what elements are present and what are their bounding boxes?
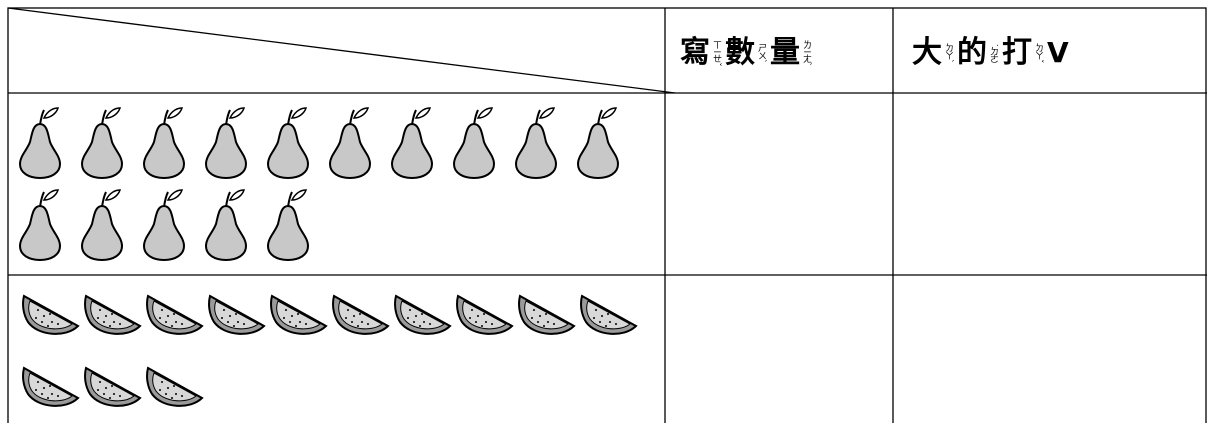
zhuyin: ㄉㄚˇ [1033,43,1043,63]
char: 量 [770,35,800,70]
table-lines [7,7,1207,423]
header-mark-bigger: 大ㄉㄚˋ 的 ˙ㄉㄜ 打ㄉㄚˇ V [912,28,1069,78]
header-write-count: 寫ㄒㄧㄝˇ 數ㄕㄨˋ 量ㄌㄧㄤˋ [680,28,815,78]
char: 打 [1002,35,1032,70]
char: 寫 [680,35,710,70]
char: 數 [725,35,755,70]
zhuyin: ㄉㄚˋ [943,43,953,63]
char: 大 [912,35,942,70]
watermelon-icons [22,295,637,407]
zhuyin: ㄒㄧㄝˇ [711,40,721,66]
zhuyin: ㄌㄧㄤˋ [801,40,811,66]
zhuyin: ˙ㄉㄜ [988,43,998,63]
check-mark-symbol: V [1047,36,1069,69]
char: 的 [957,35,987,70]
pear-icons [19,107,619,261]
zhuyin: ㄕㄨˋ [756,43,766,63]
